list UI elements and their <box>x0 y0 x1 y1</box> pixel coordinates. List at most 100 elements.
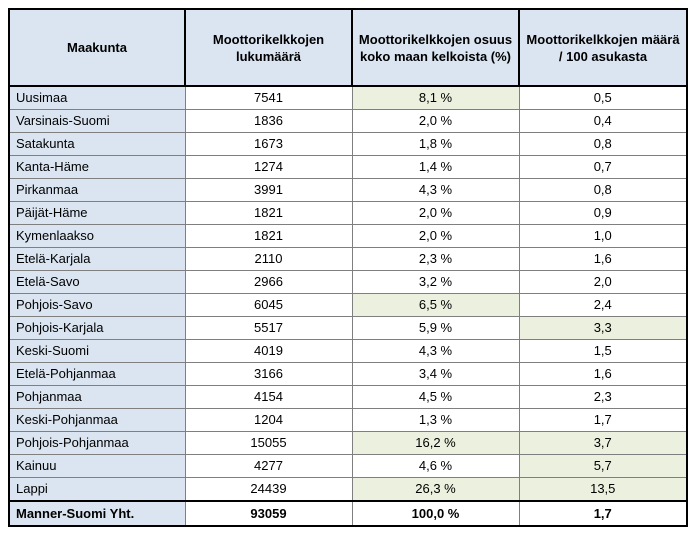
count-cell: 24439 <box>184 477 353 502</box>
table-row: Kainuu 4277 4,6 % 5,7 <box>8 454 688 478</box>
count-cell: 6045 <box>184 293 353 317</box>
count-cell: 7541 <box>184 85 353 110</box>
table-row: Lappi 24439 26,3 % 13,5 <box>8 477 688 502</box>
per100-cell: 2,3 <box>518 385 688 409</box>
share-cell: 16,2 % <box>351 431 520 455</box>
per100-cell: 0,7 <box>518 155 688 179</box>
total-count-cell: 93059 <box>184 500 353 527</box>
per100-cell: 0,9 <box>518 201 688 225</box>
share-cell: 4,3 % <box>351 178 520 202</box>
region-cell: Kanta-Häme <box>8 155 186 179</box>
count-cell: 1204 <box>184 408 353 432</box>
table-row: Etelä-Karjala 2110 2,3 % 1,6 <box>8 247 688 271</box>
table-row: Varsinais-Suomi 1836 2,0 % 0,4 <box>8 109 688 133</box>
share-cell: 3,4 % <box>351 362 520 386</box>
count-cell: 1836 <box>184 109 353 133</box>
count-cell: 1821 <box>184 224 353 248</box>
table-row: Uusimaa 7541 8,1 % 0,5 <box>8 85 688 110</box>
count-cell: 4277 <box>184 454 353 478</box>
per100-cell: 1,0 <box>518 224 688 248</box>
table-row: Pohjois-Karjala 5517 5,9 % 3,3 <box>8 316 688 340</box>
region-cell: Etelä-Karjala <box>8 247 186 271</box>
count-cell: 3166 <box>184 362 353 386</box>
share-cell: 5,9 % <box>351 316 520 340</box>
table-row: Satakunta 1673 1,8 % 0,8 <box>8 132 688 156</box>
per100-cell: 1,5 <box>518 339 688 363</box>
region-cell: Keski-Suomi <box>8 339 186 363</box>
region-cell: Keski-Pohjanmaa <box>8 408 186 432</box>
table-row: Kymenlaakso 1821 2,0 % 1,0 <box>8 224 688 248</box>
share-cell: 1,4 % <box>351 155 520 179</box>
table-row: Keski-Pohjanmaa 1204 1,3 % 1,7 <box>8 408 688 432</box>
per100-cell: 0,5 <box>518 85 688 110</box>
header-per100: Moottorikelkkojen määrä / 100 asukasta <box>518 8 688 87</box>
region-cell: Pohjois-Savo <box>8 293 186 317</box>
table-row: Pohjanmaa 4154 4,5 % 2,3 <box>8 385 688 409</box>
header-region: Maakunta <box>8 8 186 87</box>
count-cell: 4154 <box>184 385 353 409</box>
share-cell: 4,5 % <box>351 385 520 409</box>
count-cell: 3991 <box>184 178 353 202</box>
per100-cell: 0,8 <box>518 132 688 156</box>
per100-cell: 0,4 <box>518 109 688 133</box>
count-cell: 1673 <box>184 132 353 156</box>
header-row: Maakunta Moottorikelkkojen lukumäärä Moo… <box>8 8 688 87</box>
table-row: Keski-Suomi 4019 4,3 % 1,5 <box>8 339 688 363</box>
snowmobile-table: Maakunta Moottorikelkkojen lukumäärä Moo… <box>8 8 688 527</box>
per100-cell: 2,0 <box>518 270 688 294</box>
table-row: Etelä-Pohjanmaa 3166 3,4 % 1,6 <box>8 362 688 386</box>
per100-cell: 3,7 <box>518 431 688 455</box>
region-cell: Päijät-Häme <box>8 201 186 225</box>
table-wrapper: Maakunta Moottorikelkkojen lukumäärä Moo… <box>8 8 688 527</box>
share-cell: 3,2 % <box>351 270 520 294</box>
count-cell: 2966 <box>184 270 353 294</box>
total-region-cell: Manner-Suomi Yht. <box>8 500 186 527</box>
table-row: Etelä-Savo 2966 3,2 % 2,0 <box>8 270 688 294</box>
per100-cell: 2,4 <box>518 293 688 317</box>
count-cell: 2110 <box>184 247 353 271</box>
count-cell: 1274 <box>184 155 353 179</box>
total-row: Manner-Suomi Yht. 93059 100,0 % 1,7 <box>8 500 688 527</box>
region-cell: Etelä-Pohjanmaa <box>8 362 186 386</box>
share-cell: 1,8 % <box>351 132 520 156</box>
per100-cell: 1,6 <box>518 362 688 386</box>
count-cell: 4019 <box>184 339 353 363</box>
region-cell: Kymenlaakso <box>8 224 186 248</box>
region-cell: Pohjanmaa <box>8 385 186 409</box>
share-cell: 4,6 % <box>351 454 520 478</box>
per100-cell: 3,3 <box>518 316 688 340</box>
region-cell: Varsinais-Suomi <box>8 109 186 133</box>
table-body: Uusimaa 7541 8,1 % 0,5 Varsinais-Suomi 1836 2,… <box>8 85 688 527</box>
region-cell: Pirkanmaa <box>8 178 186 202</box>
region-cell: Uusimaa <box>8 85 186 110</box>
table-row: Pohjois-Savo 6045 6,5 % 2,4 <box>8 293 688 317</box>
header-count: Moottorikelkkojen lukumäärä <box>184 8 353 87</box>
count-cell: 1821 <box>184 201 353 225</box>
region-cell: Satakunta <box>8 132 186 156</box>
per100-cell: 13,5 <box>518 477 688 502</box>
total-share-cell: 100,0 % <box>351 500 520 527</box>
share-cell: 2,0 % <box>351 109 520 133</box>
table-row: Pohjois-Pohjanmaa 15055 16,2 % 3,7 <box>8 431 688 455</box>
region-cell: Kainuu <box>8 454 186 478</box>
region-cell: Pohjois-Pohjanmaa <box>8 431 186 455</box>
header-share: Moottorikelkkojen osuus koko maan kelkoi… <box>351 8 520 87</box>
region-cell: Etelä-Savo <box>8 270 186 294</box>
share-cell: 1,3 % <box>351 408 520 432</box>
share-cell: 2,0 % <box>351 224 520 248</box>
region-cell: Pohjois-Karjala <box>8 316 186 340</box>
per100-cell: 0,8 <box>518 178 688 202</box>
share-cell: 2,0 % <box>351 201 520 225</box>
count-cell: 5517 <box>184 316 353 340</box>
share-cell: 8,1 % <box>351 85 520 110</box>
per100-cell: 5,7 <box>518 454 688 478</box>
count-cell: 15055 <box>184 431 353 455</box>
total-per100-cell: 1,7 <box>518 500 688 527</box>
table-row: Pirkanmaa 3991 4,3 % 0,8 <box>8 178 688 202</box>
region-cell: Lappi <box>8 477 186 502</box>
per100-cell: 1,6 <box>518 247 688 271</box>
share-cell: 2,3 % <box>351 247 520 271</box>
per100-cell: 1,7 <box>518 408 688 432</box>
share-cell: 26,3 % <box>351 477 520 502</box>
table-row: Kanta-Häme 1274 1,4 % 0,7 <box>8 155 688 179</box>
